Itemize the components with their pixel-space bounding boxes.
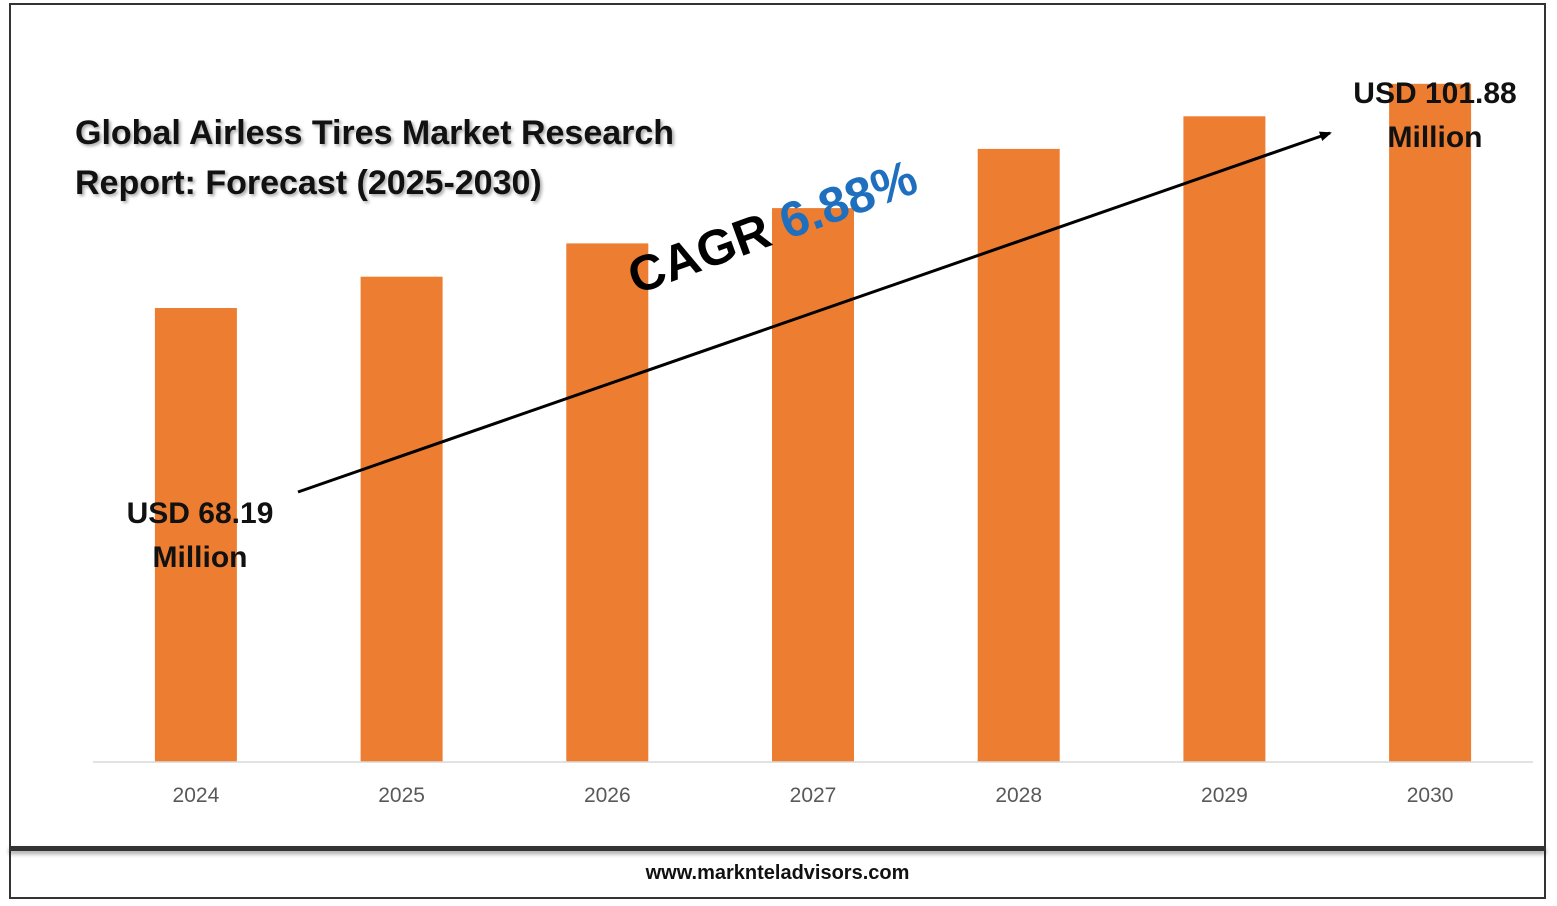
x-tick-label-2030: 2030 [1407,784,1454,807]
chart-title-line1: Global Airless Tires Market Research [75,114,675,152]
bar-2026 [566,243,649,762]
bar-2030 [1389,83,1472,763]
bar-2027 [772,208,854,763]
footer-website: www.marknteladvisors.com [645,862,910,884]
end-value-amount: USD 101.88 [1353,77,1517,110]
start-value-amount: USD 68.19 [126,497,274,530]
x-tick-labels: 2024 2025 2026 2027 2028 2029 2030 [173,784,1454,807]
x-tick-label-2026: 2026 [584,784,631,807]
start-value-callout: USD 68.19 Million [100,492,300,580]
bar-2029 [1183,116,1266,763]
bar-2025 [360,276,443,762]
x-tick-label-2027: 2027 [790,784,837,807]
chart-title: Global Airless Tires Market Research Rep… [75,108,755,208]
footer-divider [9,846,1546,851]
x-tick-label-2028: 2028 [995,784,1042,807]
x-tick-label-2029: 2029 [1201,784,1248,807]
growth-arrow [297,131,1332,494]
chart-title-line2: Report: Forecast (2025-2030) [75,164,542,202]
end-value-unit: Million [1387,121,1483,154]
x-tick-label-2024: 2024 [173,784,220,807]
start-value-unit: Million [152,541,248,574]
bars-group [154,83,1472,763]
end-value-callout: USD 101.88 Million [1330,72,1540,160]
bar-2024 [154,308,237,762]
x-tick-label-2025: 2025 [378,784,425,807]
